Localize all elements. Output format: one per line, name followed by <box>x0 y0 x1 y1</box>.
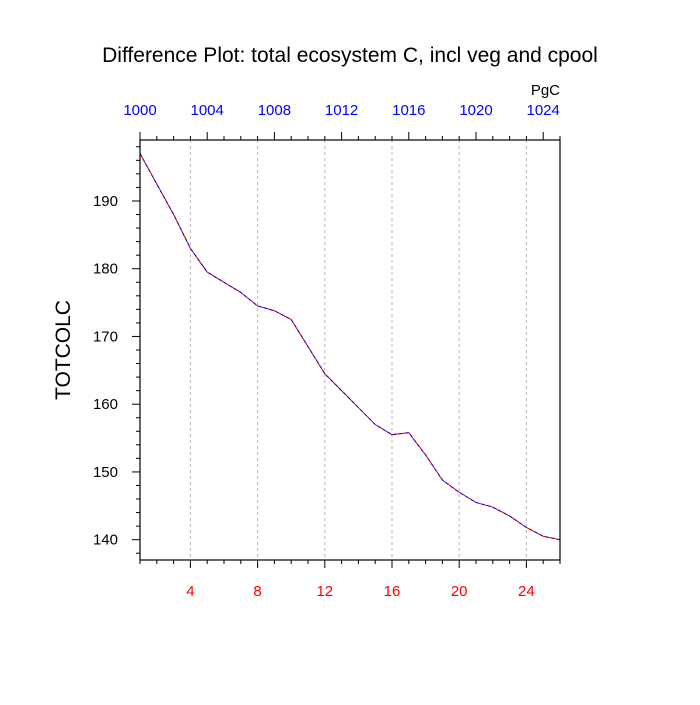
plot-frame <box>140 140 560 560</box>
top-axis-tick-label: 1012 <box>325 102 358 119</box>
top-axis-tick-label: 1008 <box>258 102 291 119</box>
series-line <box>140 154 560 540</box>
series-layer <box>140 154 560 540</box>
axes: 4 8 12 16 20 24 1000 1004 1008 1012 1016 1020 1024 14… <box>93 102 560 600</box>
top-axis-tick-label: 1020 <box>459 102 492 119</box>
x-axis-tick-label: 8 <box>253 583 261 600</box>
x-axis-tick-label: 16 <box>384 583 401 600</box>
chart-title: Difference Plot: total ecosystem C, incl… <box>102 44 598 67</box>
top-axis-tick-label: 1000 <box>123 102 156 119</box>
y-axis-tick-label: 180 <box>93 261 118 278</box>
x-axis-tick-label: 12 <box>316 583 333 600</box>
grid-lines <box>190 140 526 560</box>
series-line-overlay <box>140 154 560 540</box>
x-axis-tick-label: 20 <box>451 583 468 600</box>
y-axis-tick-label: 190 <box>93 193 118 210</box>
y-axis-tick-label: 140 <box>93 532 118 549</box>
y-axis-label: TOTCOLC <box>52 300 75 400</box>
x-axis-tick-label: 24 <box>518 583 535 600</box>
y-axis-tick-label: 170 <box>93 328 118 345</box>
y-axis-tick-label: 150 <box>93 464 118 481</box>
top-axis-tick-label: 1004 <box>191 102 224 119</box>
x-axis-tick-label: 4 <box>186 583 194 600</box>
top-axis-tick-label: 1016 <box>392 102 425 119</box>
top-axis-tick-label: 1024 <box>527 102 560 119</box>
top-axis-unit-label: PgC <box>531 82 560 99</box>
y-axis-tick-label: 160 <box>93 396 118 413</box>
